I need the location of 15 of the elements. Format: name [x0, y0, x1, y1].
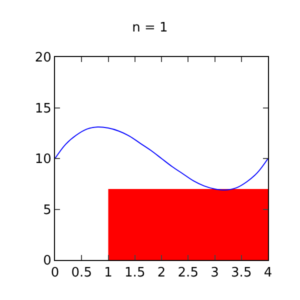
x-tick-label: 1.5 [124, 266, 146, 281]
y-tick-label: 0 [43, 254, 52, 269]
chart-title: n = 1 [132, 20, 168, 36]
y-tick-label: 20 [34, 50, 52, 66]
line-series [55, 126, 268, 190]
x-tick-label: 4 [264, 266, 272, 281]
y-tick-label: 15 [34, 101, 52, 116]
x-tick-label: 0.5 [71, 266, 92, 281]
x-tick-label: 3 [210, 266, 219, 281]
x-tick-label: 2.5 [178, 266, 198, 281]
y-tick-label: 5 [43, 202, 52, 218]
y-tick-label: 10 [34, 152, 52, 168]
x-tick-label: 2 [157, 266, 166, 281]
x-tick-label: 1 [104, 266, 112, 281]
x-tick-label: 3.5 [231, 266, 252, 281]
